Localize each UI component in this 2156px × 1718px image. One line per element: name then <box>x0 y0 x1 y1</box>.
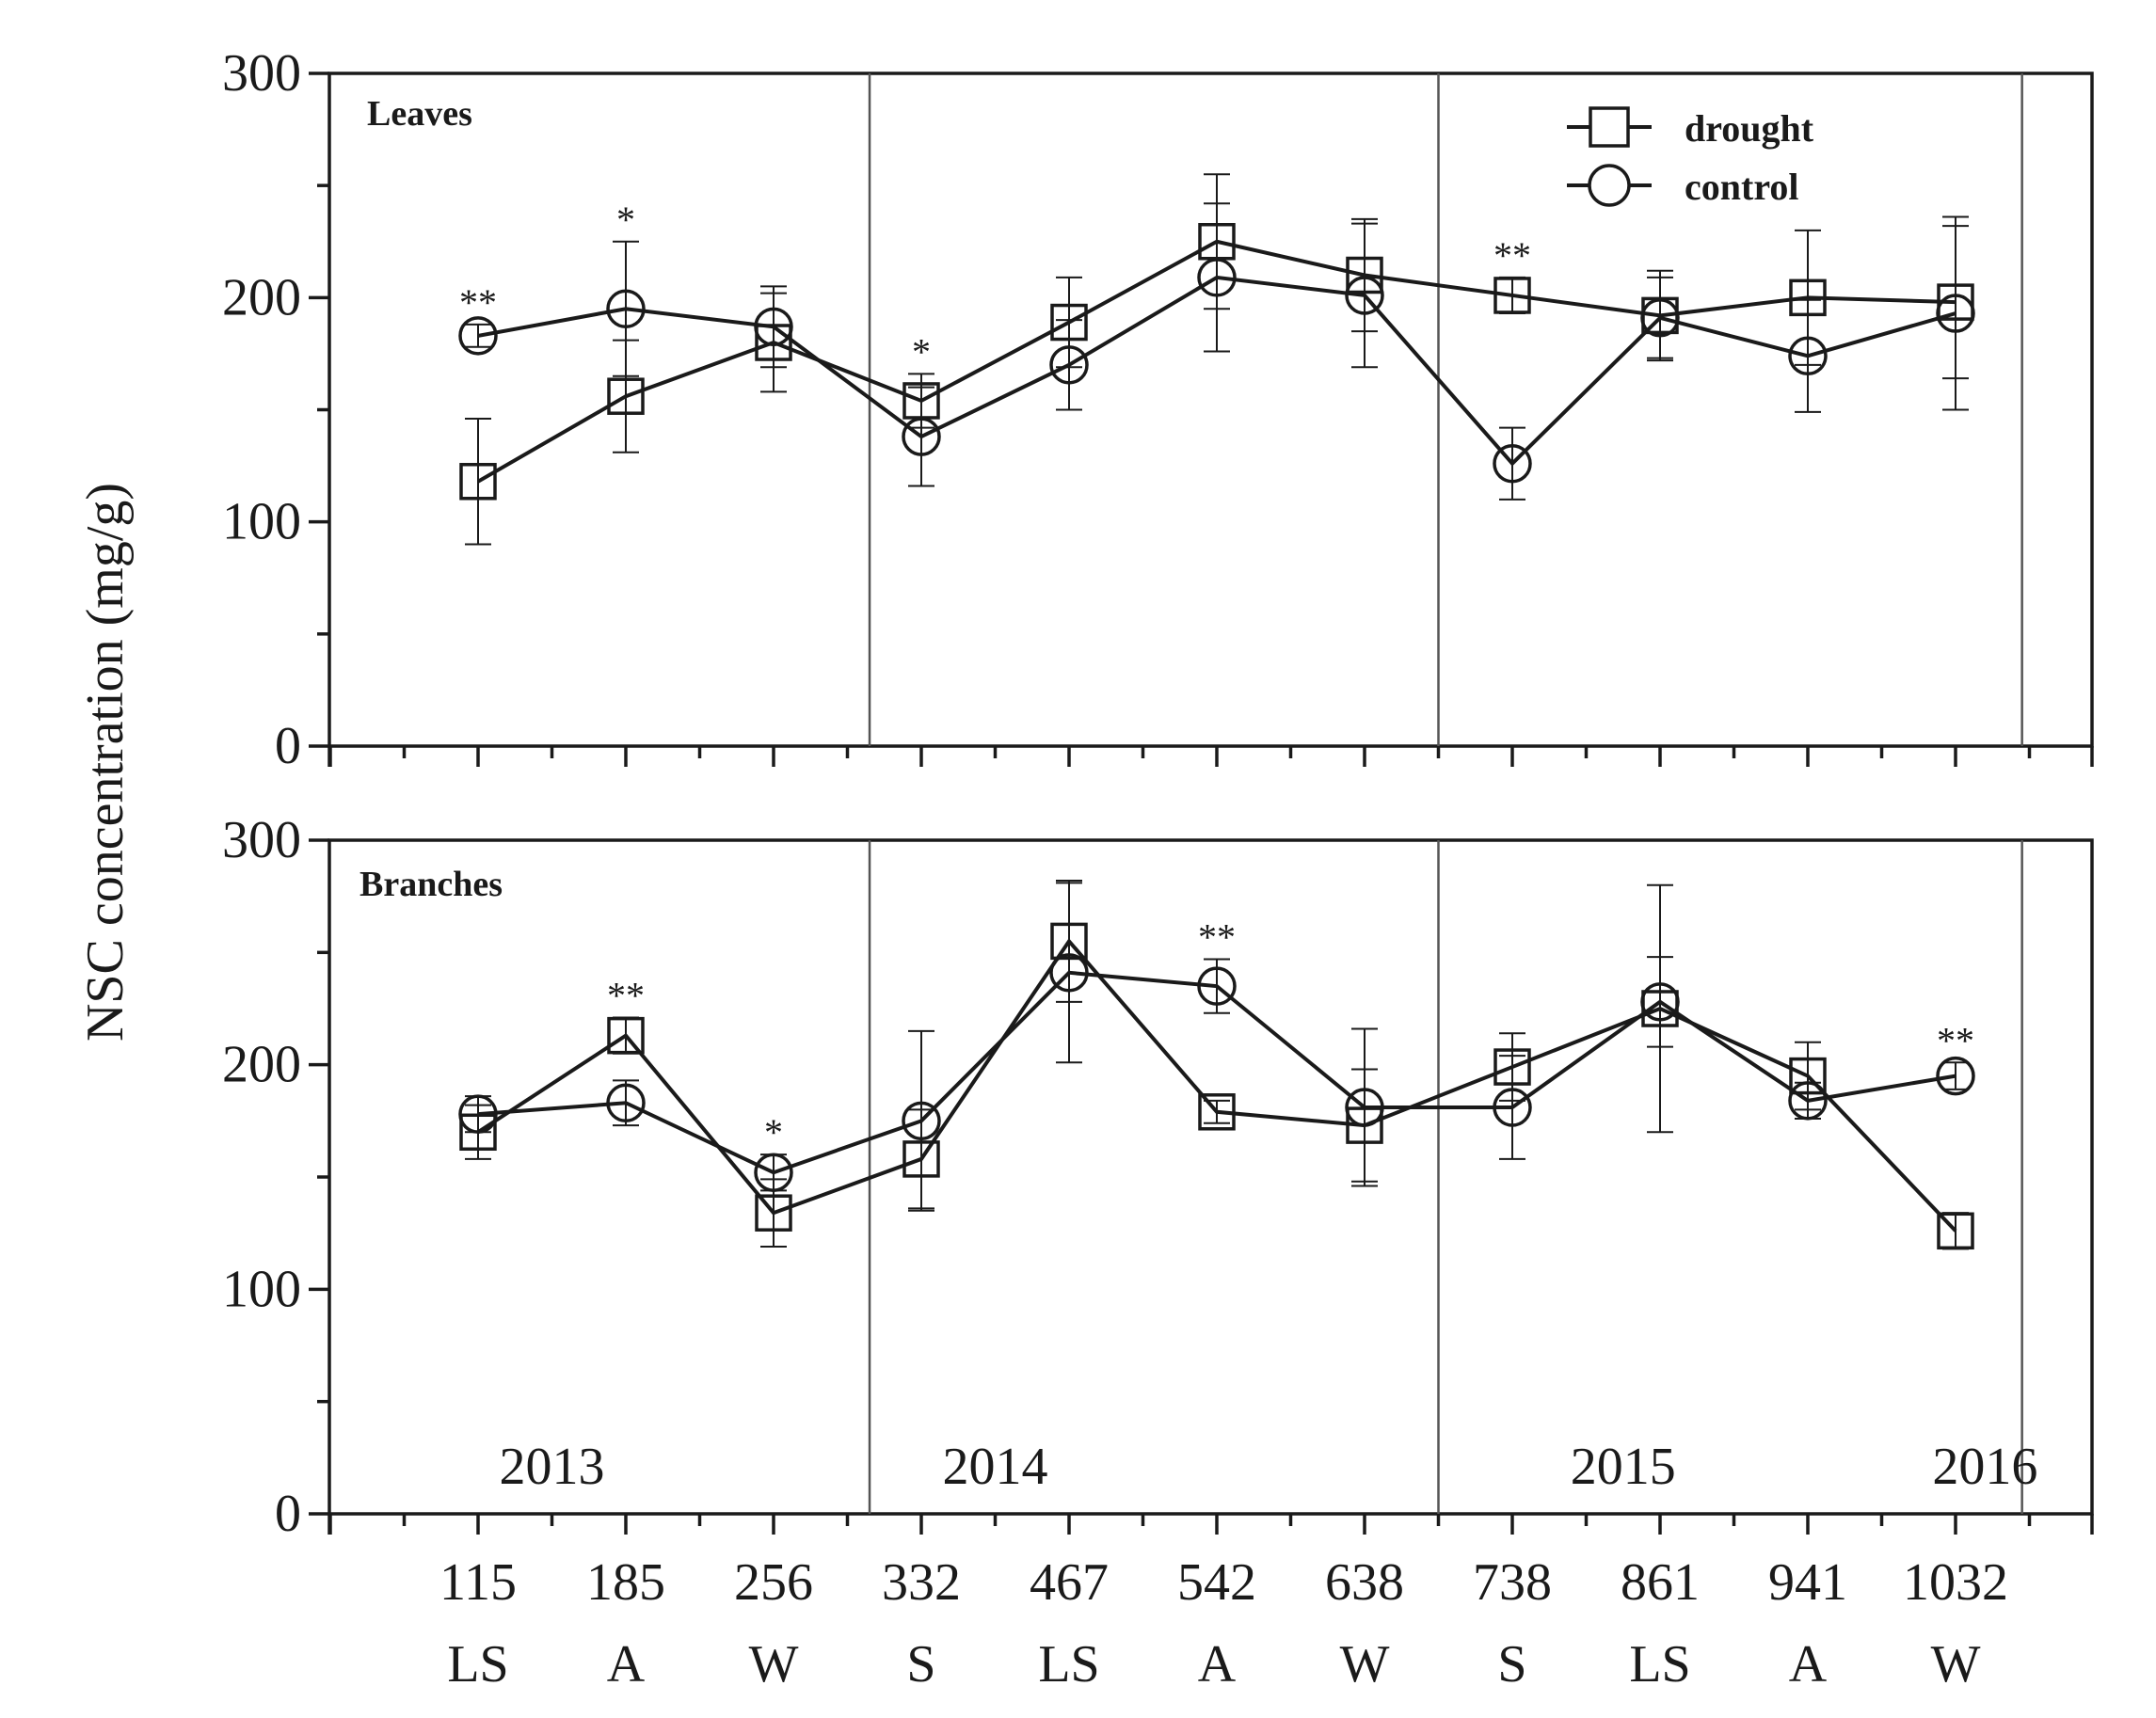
branches-control-line <box>477 970 1956 1175</box>
branches-significance-mark: ** <box>1198 915 1236 958</box>
branches-y-tick-label: 300 <box>222 811 301 869</box>
leaves-control-point <box>606 289 646 328</box>
branches-y-tick-label: 200 <box>222 1036 301 1094</box>
branches-drought-point <box>902 1140 940 1178</box>
branches-drought-line <box>476 938 1957 1233</box>
leaves-significance-mark: ** <box>459 281 497 324</box>
leaves-control-point <box>1345 276 1384 315</box>
legend-control-marker <box>1588 164 1631 207</box>
x-tick-day-label: 542 <box>1177 1553 1256 1612</box>
leaves-control-point <box>1640 298 1680 338</box>
branches-drought-point <box>607 1016 645 1055</box>
leaves-control-point <box>1049 345 1089 385</box>
legend: drought control <box>1567 106 1814 208</box>
branches-drought-point <box>755 1194 792 1232</box>
branches-y-tick-label: 100 <box>222 1260 301 1318</box>
leaves-control-point <box>1936 294 1975 333</box>
branches-drought-point <box>459 1113 497 1152</box>
leaves-significance-mark: * <box>912 330 931 373</box>
x-tick-season-label: A <box>607 1635 646 1694</box>
year-label: 2014 <box>943 1438 1048 1496</box>
year-label: 2013 <box>500 1438 605 1496</box>
branches-control-point <box>1788 1081 1828 1121</box>
leaves-y-tick-label: 200 <box>222 268 301 326</box>
leaves-y-tick-label: 300 <box>222 44 301 103</box>
branches-control-point <box>754 1153 793 1192</box>
x-tick-day-label: 256 <box>734 1553 813 1612</box>
x-tick-day-label: 467 <box>1030 1553 1109 1612</box>
leaves-panel-title: Leaves <box>367 94 472 134</box>
x-tick-season-label: LS <box>447 1635 508 1694</box>
leaves-drought-point <box>459 463 497 501</box>
x-tick-season-label: S <box>906 1635 935 1694</box>
leaves-y-tick-label: 0 <box>275 717 301 775</box>
branches-y-tick-label: 0 <box>275 1485 301 1543</box>
branches-drought-point <box>1198 1093 1236 1131</box>
year-label: 2015 <box>1571 1438 1676 1496</box>
x-tick-season-label: W <box>1340 1635 1390 1694</box>
x-tick-day-label: 115 <box>439 1553 517 1612</box>
x-tick-day-label: 185 <box>586 1553 665 1612</box>
x-tick-day-label: 332 <box>882 1553 961 1612</box>
leaves-y-tick-label: 100 <box>222 493 301 551</box>
legend-drought-marker <box>1589 106 1630 148</box>
x-tick-labels: 115 185 256 332 467 542 638 738 861 941 1032 LS A W S L… <box>439 1553 2008 1694</box>
branches-control-point <box>1049 953 1089 993</box>
x-tick-season-label: W <box>749 1635 799 1694</box>
leaves-drought-point <box>1937 283 1974 321</box>
year-label: 2016 <box>1932 1438 2037 1496</box>
branches-control-point <box>1197 966 1237 1006</box>
leaves-control-line <box>477 275 1956 467</box>
branches-control-point <box>1493 1088 1532 1127</box>
branches-drought-point <box>1493 1048 1531 1086</box>
x-tick-day-label: 1032 <box>1903 1553 2008 1612</box>
x-tick-day-label: 941 <box>1768 1553 1847 1612</box>
leaves-control-point <box>458 316 498 356</box>
branches-control-point <box>458 1094 498 1134</box>
leaves-drought-point <box>1050 303 1088 342</box>
leaves-control-point <box>902 417 941 456</box>
leaves-control-point <box>754 307 793 347</box>
x-tick-day-label: 638 <box>1325 1553 1404 1612</box>
branches-panel-title: Branches <box>359 865 503 904</box>
legend-drought-label: drought <box>1685 107 1814 150</box>
x-tick-day-label: 738 <box>1473 1553 1552 1612</box>
leaves-drought-point <box>755 324 792 361</box>
leaves-drought-point <box>1789 278 1827 317</box>
leaves-control-point <box>1788 336 1828 376</box>
x-tick-season-label: S <box>1497 1635 1526 1694</box>
y-axis-label: NSC concentration (mg/g) <box>76 483 135 1042</box>
x-tick-season-label: A <box>1789 1635 1828 1694</box>
leaves-control-point <box>1197 258 1237 297</box>
branches-drought-point <box>1050 922 1088 961</box>
branches-significance-mark: * <box>764 1111 783 1153</box>
branches-control-point <box>1936 1056 1975 1096</box>
leaves-control-point <box>1493 443 1532 484</box>
branches-significance-mark: ** <box>1937 1019 1974 1061</box>
branches-drought-point <box>1789 1057 1827 1095</box>
branches-drought-point <box>1937 1212 1974 1250</box>
x-tick-season-label: LS <box>1629 1635 1690 1694</box>
x-tick-season-label: LS <box>1038 1635 1099 1694</box>
branches-significance-mark: ** <box>607 975 645 1017</box>
branches-control-point <box>1345 1088 1384 1127</box>
branches-drought-point <box>1346 1106 1383 1144</box>
branches-control-point <box>902 1101 941 1141</box>
x-tick-day-label: 861 <box>1621 1553 1700 1612</box>
x-tick-season-label: A <box>1198 1635 1237 1694</box>
leaves-significance-mark: ** <box>1493 234 1531 277</box>
branches-control-point <box>606 1083 646 1122</box>
leaves-drought-point <box>1493 277 1531 314</box>
branches-control-point <box>1640 982 1680 1022</box>
leaves-drought-point <box>1346 256 1383 294</box>
leaves-drought-point <box>607 377 645 415</box>
leaves-significance-mark: * <box>616 199 635 241</box>
legend-control-label: control <box>1685 166 1798 208</box>
x-tick-season-label: W <box>1931 1635 1981 1694</box>
